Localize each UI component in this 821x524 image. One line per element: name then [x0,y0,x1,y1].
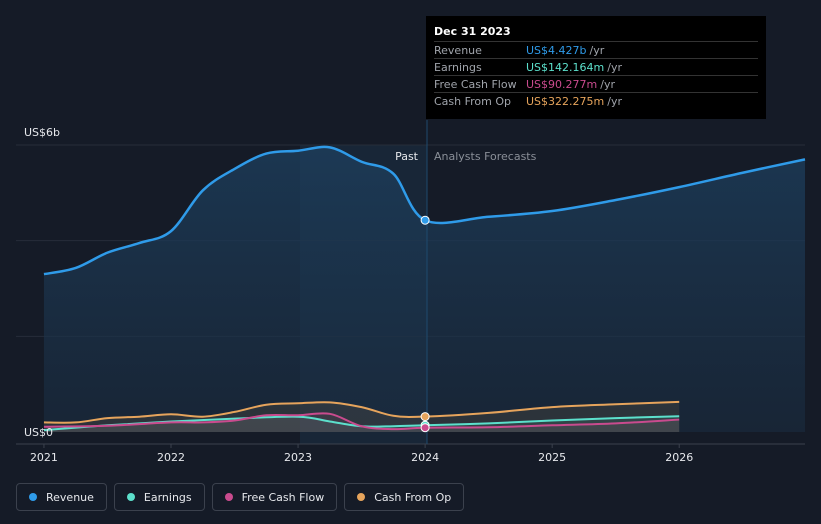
hover-markers [420,215,430,433]
cash-from-op-line [43,400,680,424]
y-axis-bottom-label: US$0 [24,426,53,439]
x-tick-label: 2023 [284,451,312,464]
tooltip-value: US$322.275m/yr [526,95,622,108]
revenue-area [43,146,806,433]
tooltip-label: Earnings [434,61,482,74]
legend-dot-icon [126,493,135,501]
legend-item-cash-from-op[interactable]: Cash From Op [344,483,465,511]
tooltip-value: US$142.164m/yr [526,61,622,74]
legend-dot-icon [357,493,366,501]
free-cash-flow-marker [420,423,430,433]
tooltip: Dec 31 2023 Revenue US$4.427b/yr Earning… [426,16,766,119]
legend-dot-icon [29,493,37,501]
revenue-marker [420,215,430,225]
x-tick-label: 2022 [157,451,185,464]
series-lines [43,145,806,432]
legend-label: Cash From Op [374,490,452,504]
past-label: Past [395,150,419,163]
tooltip-label: Revenue [434,44,482,57]
legend: Revenue Earnings Free Cash Flow Cash Fro… [16,483,465,511]
revenue-line [43,145,806,276]
legend-item-revenue[interactable]: Revenue [16,483,107,511]
x-axis-ticks: 2021 2022 2023 2024 2025 2026 [30,444,693,464]
legend-label: Revenue [46,490,94,504]
tooltip-row-cash-from-op: Cash From Op US$322.275m/yr [434,92,758,110]
tooltip-row-revenue: Revenue US$4.427b/yr [434,41,758,59]
tooltip-label: Cash From Op [434,95,512,108]
legend-dot-icon [224,493,233,501]
x-tick-label: 2026 [665,451,693,464]
y-axis-top-label: US$6b [24,126,60,139]
legend-label: Earnings [143,490,192,504]
free-cash-flow-line [43,412,680,431]
tooltip-date: Dec 31 2023 [434,25,511,38]
cash-from-op-area [43,401,680,432]
x-tick-label: 2021 [30,451,58,464]
x-tick-label: 2024 [411,451,439,464]
legend-item-free-cash-flow[interactable]: Free Cash Flow [211,483,338,511]
cash-from-op-marker [420,412,430,422]
tooltip-value: US$4.427b/yr [526,44,605,57]
legend-item-earnings[interactable]: Earnings [113,483,205,511]
legend-label: Free Cash Flow [241,490,325,504]
x-tick-label: 2025 [538,451,566,464]
tooltip-row-earnings: Earnings US$142.164m/yr [434,58,758,76]
forecast-label: Analysts Forecasts [434,150,537,163]
tooltip-label: Free Cash Flow [434,78,517,91]
tooltip-row-free-cash-flow: Free Cash Flow US$90.277m/yr [434,75,758,93]
tooltip-value: US$90.277m/yr [526,78,615,91]
